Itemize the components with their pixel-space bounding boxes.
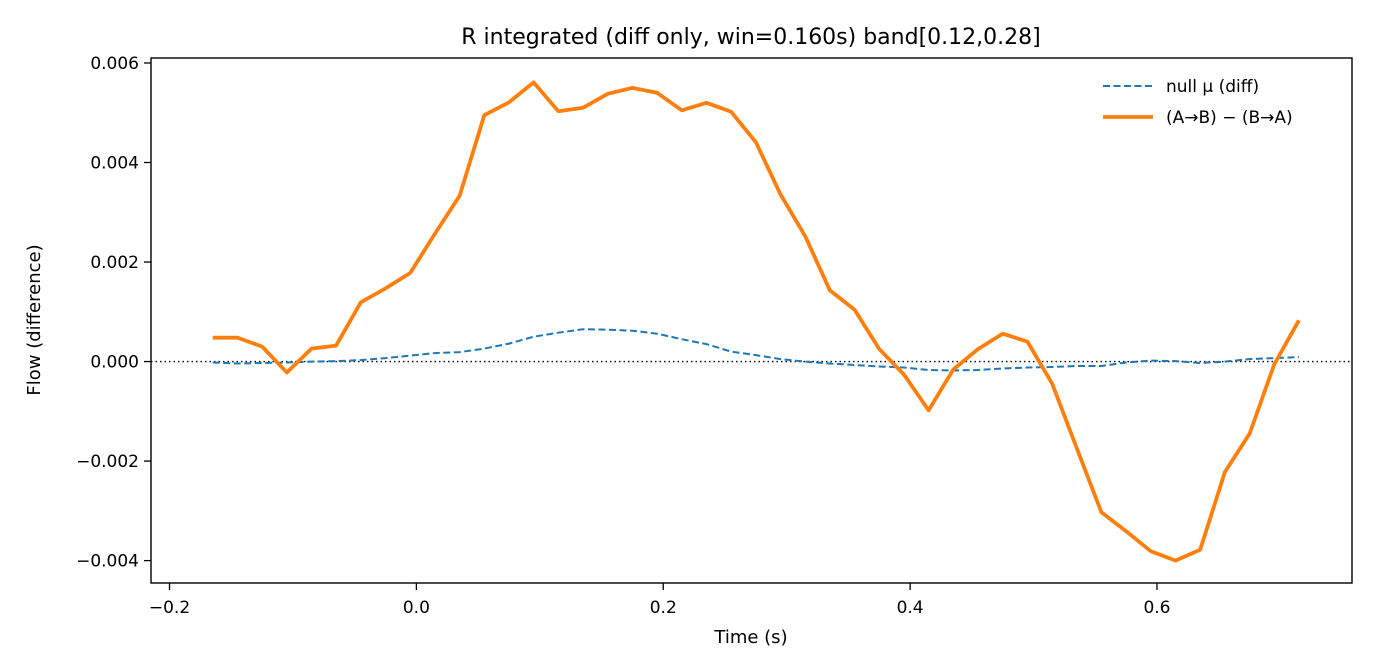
x-tick-label: 0.2 — [650, 598, 677, 618]
legend-label-1: (A→B) − (B→A) — [1166, 108, 1293, 128]
x-tick-label: 0.0 — [403, 598, 430, 618]
x-tick-label: −0.2 — [149, 598, 190, 618]
x-tick-label: 0.4 — [897, 598, 924, 618]
legend: null μ (diff) (A→B) − (B→A) — [1103, 77, 1293, 128]
y-tick-label: 0.006 — [90, 54, 139, 74]
legend-label-0: null μ (diff) — [1166, 77, 1259, 97]
y-tick-label: 0.004 — [90, 154, 139, 174]
plot-area — [151, 80, 1352, 563]
chart-title: R integrated (diff only, win=0.160s) ban… — [461, 25, 1040, 50]
y-axis-label: Flow (difference) — [24, 244, 45, 395]
x-axis: −0.2 0.0 0.2 0.4 0.6 — [149, 583, 1170, 618]
y-axis: −0.004 −0.002 0.000 0.002 0.004 0.006 — [76, 54, 151, 572]
x-tick-label: 0.6 — [1143, 598, 1170, 618]
series-line-1 — [212, 80, 1301, 563]
y-tick-label: 0.002 — [90, 253, 139, 273]
y-tick-label: −0.002 — [76, 452, 139, 472]
y-tick-label: −0.004 — [76, 552, 139, 572]
y-tick-label: 0.000 — [90, 353, 139, 373]
plot-frame — [150, 57, 1353, 584]
series-line-0 — [212, 328, 1299, 372]
x-axis-label: Time (s) — [713, 627, 787, 648]
